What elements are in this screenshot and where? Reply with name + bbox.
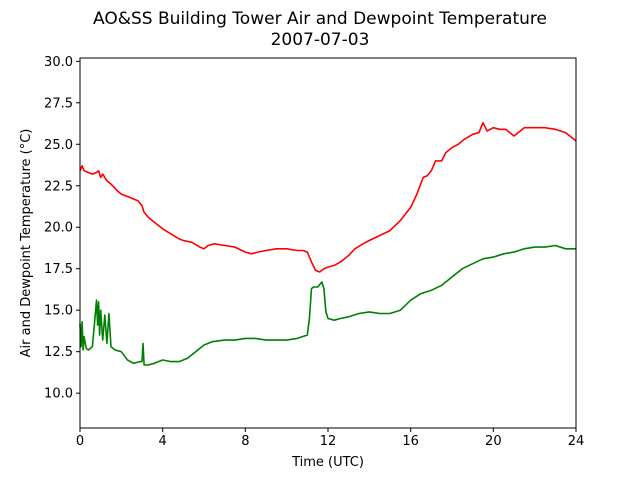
- y-tick-label: 27.5: [44, 96, 73, 111]
- y-tick-label: 30.0: [44, 55, 73, 70]
- y-tick-label: 25.0: [44, 138, 73, 153]
- x-tick-label: 4: [159, 434, 167, 449]
- y-tick-label: 10.0: [44, 387, 73, 402]
- x-tick-label: 24: [568, 434, 585, 449]
- x-tick-label: 20: [485, 434, 502, 449]
- y-tick-label: 22.5: [44, 179, 73, 194]
- x-tick-label: 8: [241, 434, 249, 449]
- x-tick-label: 12: [320, 434, 337, 449]
- y-axis-label: Air and Dewpoint Temperature (°C): [19, 129, 34, 358]
- y-tick-label: 17.5: [44, 262, 73, 277]
- x-tick-label: 0: [76, 434, 84, 449]
- x-axis-label: Time (UTC): [291, 455, 364, 470]
- x-tick-label: 16: [402, 434, 419, 449]
- y-tick-label: 12.5: [44, 345, 73, 360]
- chart-subtitle: 2007-07-03: [271, 30, 370, 50]
- y-tick-label: 20.0: [44, 221, 73, 236]
- y-tick-label: 15.0: [44, 304, 73, 319]
- chart-title: AO&SS Building Tower Air and Dewpoint Te…: [93, 9, 547, 29]
